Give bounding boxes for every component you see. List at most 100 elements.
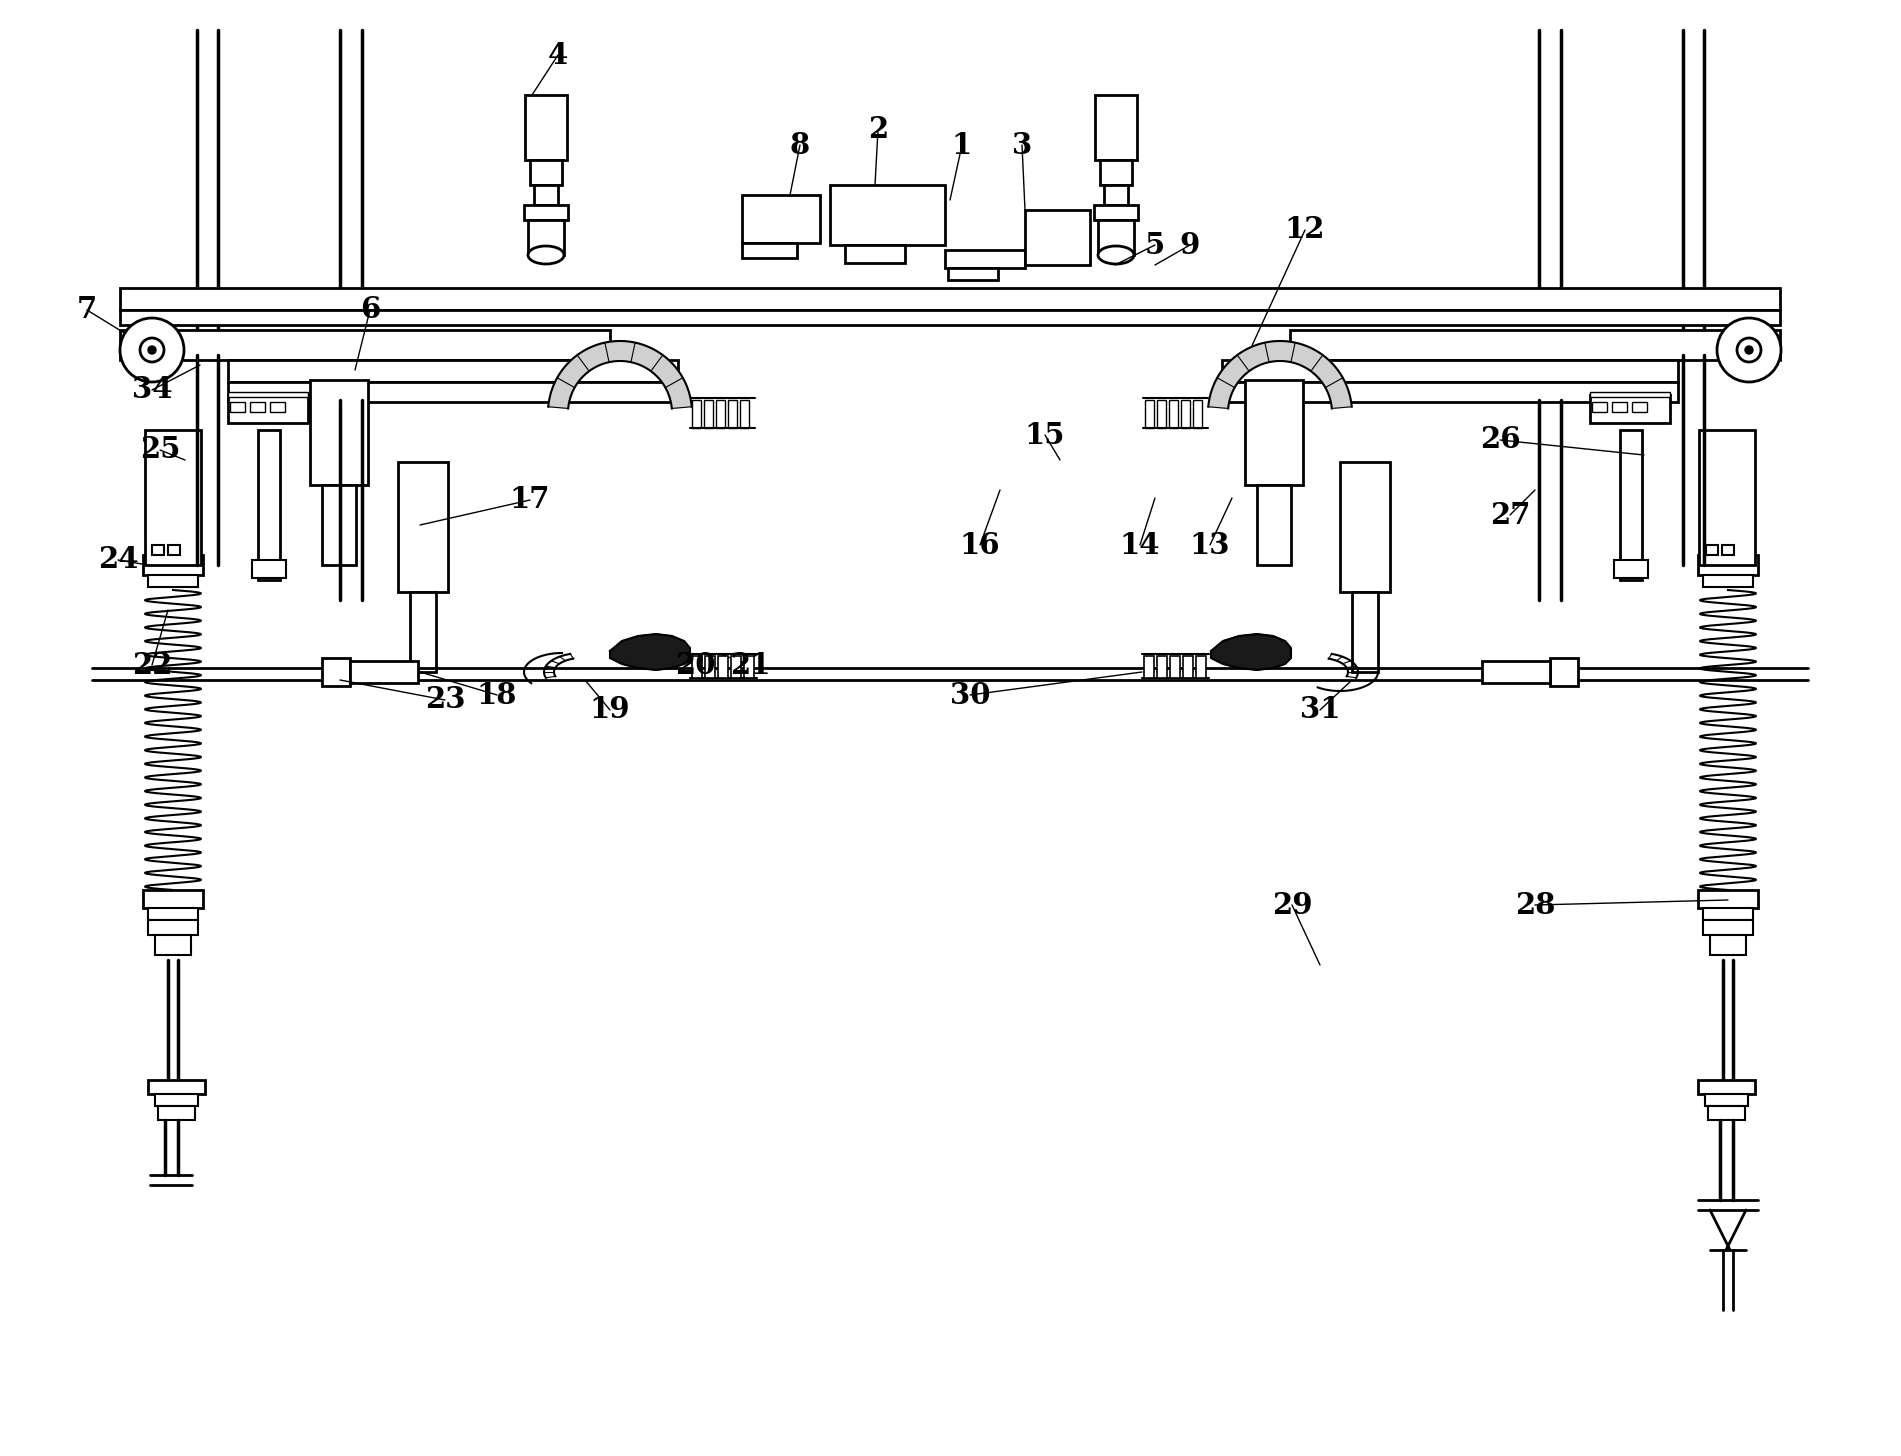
Bar bbox=[156, 1093, 198, 1107]
Bar bbox=[1703, 575, 1753, 587]
Bar bbox=[1095, 95, 1137, 160]
Bar bbox=[1222, 360, 1679, 381]
Bar bbox=[230, 402, 245, 412]
Bar bbox=[732, 657, 741, 678]
Bar bbox=[1101, 160, 1131, 185]
Bar bbox=[251, 402, 264, 412]
Text: 5: 5 bbox=[1144, 230, 1165, 259]
Bar bbox=[739, 400, 749, 428]
Bar bbox=[705, 657, 715, 678]
Bar bbox=[270, 402, 285, 412]
Bar bbox=[741, 243, 797, 258]
Bar bbox=[253, 561, 285, 578]
Bar bbox=[1705, 545, 1719, 555]
Bar bbox=[152, 545, 163, 555]
Bar bbox=[1257, 485, 1291, 565]
Text: 7: 7 bbox=[76, 296, 97, 325]
Bar bbox=[1698, 555, 1758, 575]
Bar bbox=[411, 593, 435, 673]
Polygon shape bbox=[610, 633, 690, 670]
Polygon shape bbox=[1209, 341, 1352, 409]
Text: 12: 12 bbox=[1285, 215, 1325, 245]
Bar bbox=[1589, 392, 1669, 397]
Bar bbox=[321, 658, 350, 686]
Text: 25: 25 bbox=[141, 435, 181, 464]
Bar bbox=[1703, 920, 1753, 935]
Bar bbox=[259, 430, 279, 579]
Circle shape bbox=[1738, 338, 1760, 363]
Bar bbox=[143, 890, 203, 909]
Bar bbox=[1222, 381, 1679, 402]
Text: 6: 6 bbox=[359, 296, 380, 325]
Text: 23: 23 bbox=[424, 686, 466, 715]
Text: 22: 22 bbox=[131, 651, 173, 680]
Bar bbox=[167, 545, 181, 555]
Bar bbox=[1182, 657, 1194, 678]
Text: 18: 18 bbox=[477, 680, 517, 709]
Polygon shape bbox=[547, 341, 692, 409]
Bar bbox=[703, 400, 713, 428]
Text: 17: 17 bbox=[509, 485, 549, 514]
Bar bbox=[1698, 1080, 1755, 1093]
Bar bbox=[120, 331, 610, 360]
Text: 19: 19 bbox=[589, 696, 631, 725]
Bar bbox=[1196, 657, 1205, 678]
Text: 31: 31 bbox=[1300, 696, 1340, 725]
Text: 1: 1 bbox=[952, 131, 971, 160]
Bar bbox=[530, 160, 563, 185]
Circle shape bbox=[1745, 347, 1753, 354]
Polygon shape bbox=[1211, 633, 1291, 670]
Text: 20: 20 bbox=[675, 651, 715, 680]
Bar bbox=[1158, 400, 1165, 428]
Bar bbox=[1631, 402, 1646, 412]
Bar bbox=[1549, 658, 1578, 686]
Text: 28: 28 bbox=[1515, 891, 1555, 920]
Bar bbox=[120, 288, 1779, 310]
Bar bbox=[228, 360, 679, 381]
Bar bbox=[1589, 395, 1669, 424]
Bar bbox=[1144, 400, 1154, 428]
Circle shape bbox=[148, 347, 156, 354]
Bar bbox=[1181, 400, 1190, 428]
Bar bbox=[1722, 545, 1734, 555]
Bar bbox=[1158, 657, 1167, 678]
Text: 16: 16 bbox=[960, 530, 1000, 559]
Bar bbox=[846, 245, 905, 264]
Bar bbox=[692, 400, 701, 428]
Bar bbox=[1612, 402, 1627, 412]
Ellipse shape bbox=[528, 246, 565, 264]
Text: 21: 21 bbox=[730, 651, 770, 680]
Bar bbox=[321, 485, 355, 565]
Bar bbox=[228, 392, 308, 397]
Bar bbox=[528, 220, 565, 255]
Bar bbox=[743, 657, 755, 678]
Circle shape bbox=[1717, 317, 1781, 381]
Bar bbox=[1025, 210, 1089, 265]
Bar bbox=[1169, 657, 1181, 678]
Bar bbox=[1245, 380, 1302, 485]
Bar bbox=[148, 1080, 205, 1093]
Bar bbox=[831, 185, 945, 245]
Text: 9: 9 bbox=[1181, 230, 1200, 259]
Text: 8: 8 bbox=[791, 131, 810, 160]
Bar bbox=[120, 310, 1779, 325]
Text: 34: 34 bbox=[131, 376, 173, 405]
Bar bbox=[156, 935, 190, 955]
Bar bbox=[148, 909, 198, 920]
Bar bbox=[1104, 185, 1127, 205]
Bar bbox=[1705, 1093, 1749, 1107]
Bar bbox=[1699, 430, 1755, 565]
Bar bbox=[158, 1107, 196, 1120]
Bar bbox=[534, 185, 559, 205]
Bar bbox=[350, 661, 418, 683]
Bar bbox=[525, 205, 568, 220]
Bar bbox=[1591, 402, 1606, 412]
Bar bbox=[728, 400, 738, 428]
Bar bbox=[1194, 400, 1201, 428]
Bar bbox=[310, 380, 369, 485]
Bar bbox=[1291, 331, 1779, 360]
Bar bbox=[397, 462, 449, 593]
Bar bbox=[228, 395, 308, 424]
Text: 26: 26 bbox=[1479, 425, 1521, 454]
Text: 15: 15 bbox=[1025, 421, 1065, 450]
